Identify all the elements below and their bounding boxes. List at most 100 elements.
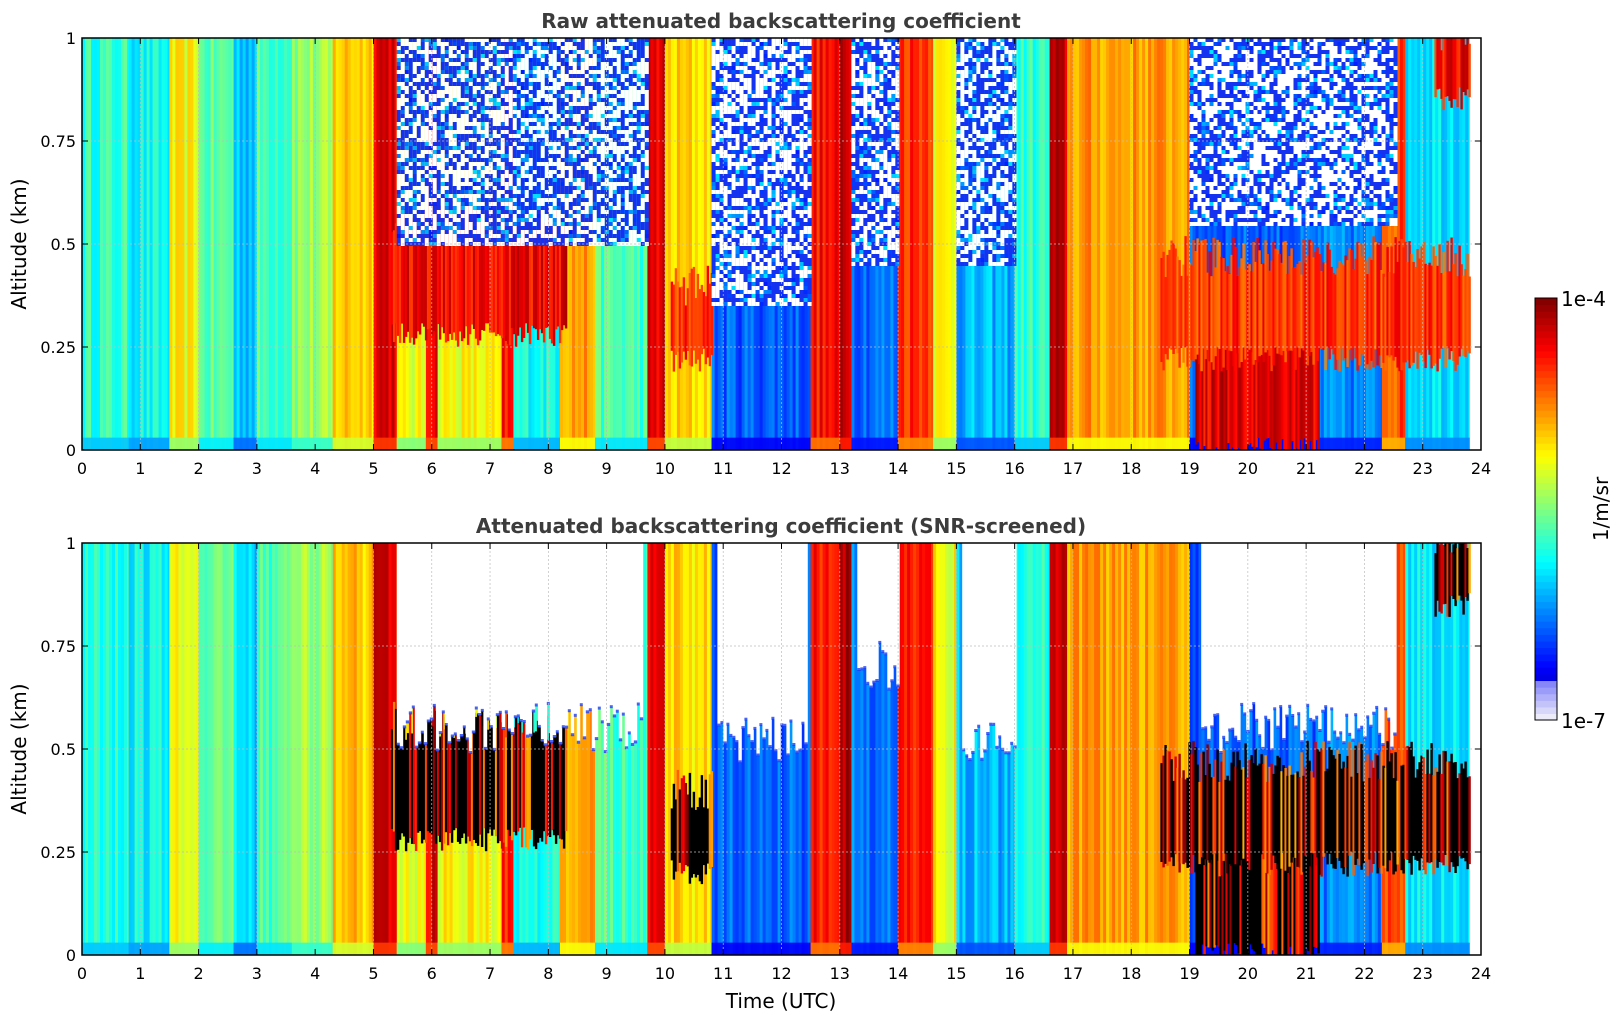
noise-cell [520,230,525,234]
noise-cell [608,158,613,162]
noise-cell [484,238,489,242]
noise-cell [568,170,573,174]
noise-cell [719,138,724,142]
noise-cell [540,118,545,122]
noise-cell [715,182,720,186]
noise-cell [576,46,581,50]
noise-cell [612,114,617,118]
noise-cell [524,210,529,214]
noise-cell [468,122,473,126]
noise-cell [464,218,469,222]
noise-cell [504,42,509,46]
noise-cell [516,198,521,202]
noise-cell [600,150,605,154]
noise-cell [420,202,425,206]
backscatter-cell [1258,38,1262,450]
layer-cell [472,200,476,329]
noise-cell [400,86,405,90]
backscatter-cell [1127,38,1131,450]
noise-cell [512,74,517,78]
noise-cell [544,58,549,62]
noise-cell [508,46,513,50]
noise-cell [719,162,724,166]
noise-cell [735,250,740,254]
noise-cell [759,106,764,110]
noise-cell [544,78,549,82]
noise-cell [735,62,740,66]
noise-cell [608,122,613,126]
noise-cell [576,126,581,130]
noise-cell [636,222,641,226]
noise-cell [751,250,756,254]
noise-cell [428,50,433,54]
noise-cell [731,282,736,286]
noise-cell [751,222,756,226]
noise-cell [584,154,589,158]
noise-cell [759,38,764,42]
noise-cell [755,194,760,198]
noise-cell [636,194,641,198]
noise-cell [396,174,401,178]
noise-cell [424,210,429,214]
noise-cell [436,134,441,138]
noise-cell [640,138,645,142]
noise-cell [412,42,417,46]
noise-cell [727,266,732,270]
noise-cell [572,238,577,242]
noise-cell [520,238,525,242]
layer-cell [1324,262,1327,371]
layer-cell [1259,310,1262,449]
noise-cell [743,74,748,78]
noise-cell [408,146,413,150]
noise-cell [528,74,533,78]
layer-cell [496,227,500,335]
noise-cell [735,278,740,282]
noise-cell [520,78,525,82]
noise-cell [536,46,541,50]
noise-cell [532,38,537,42]
noise-cell [759,110,764,114]
noise-cell [396,70,401,74]
noise-cell [456,122,461,126]
noise-cell [743,182,748,186]
noise-cell [747,38,752,42]
noise-cell [512,186,517,190]
noise-cell [715,118,720,122]
noise-cell [739,74,744,78]
noise-cell [628,162,633,166]
noise-cell [424,186,429,190]
noise-cell [464,178,469,182]
noise-cell [715,274,720,278]
noise-cell [536,102,541,106]
noise-cell [548,222,553,226]
noise-cell [568,74,573,78]
noise-cell [735,242,740,246]
noise-cell [540,166,545,170]
noise-cell [492,166,497,170]
noise-cell [536,62,541,66]
noise-cell [580,98,585,102]
noise-cell [596,138,601,142]
noise-cell [719,190,724,194]
noise-cell [448,218,453,222]
noise-cell [747,194,752,198]
noise-cell [612,146,617,150]
noise-cell [727,202,732,206]
noise-cell [516,158,521,162]
noise-cell [616,166,621,170]
layer-cell [1273,289,1276,450]
noise-cell [624,78,629,82]
noise-cell [592,138,597,142]
noise-cell [596,82,601,86]
noise-cell [739,86,744,90]
noise-cell [755,142,760,146]
backscatter-cell [207,38,211,450]
noise-cell [620,154,625,158]
layer-cell [550,224,554,344]
noise-cell [735,234,740,238]
noise-cell [492,142,497,146]
noise-cell [424,90,429,94]
noise-cell [460,206,465,210]
noise-cell [735,90,740,94]
noise-cell [484,110,489,114]
